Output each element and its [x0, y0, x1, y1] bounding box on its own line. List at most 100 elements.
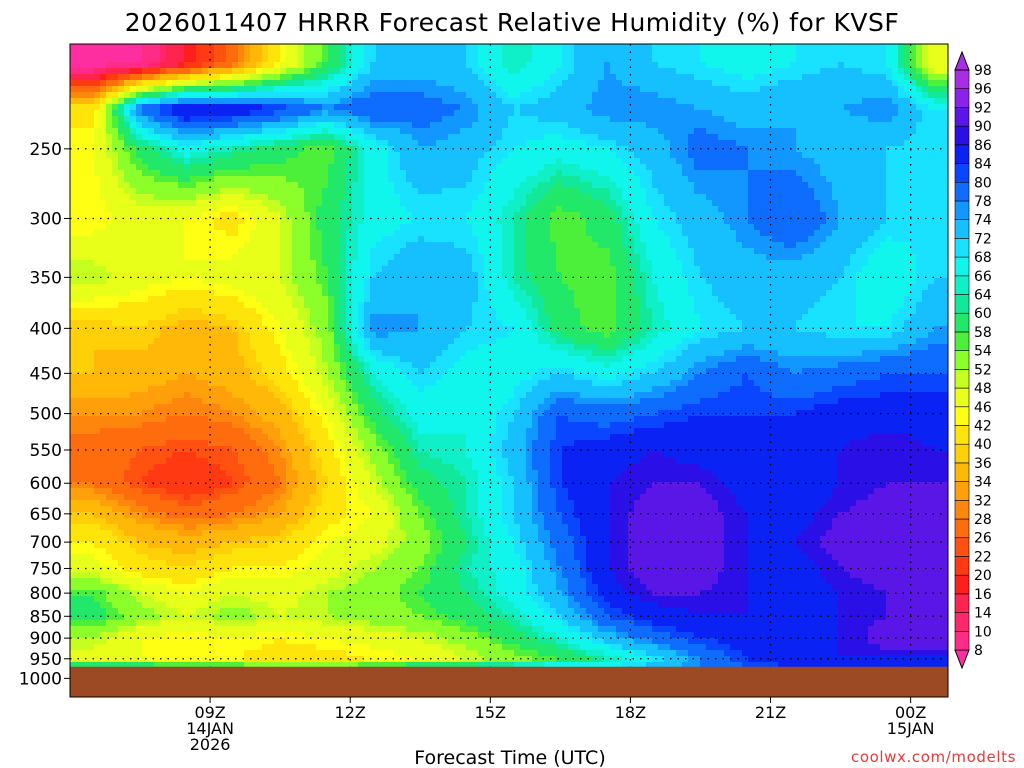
rh-cell [436, 212, 443, 219]
rh-cell [490, 98, 497, 105]
rh-cell [190, 68, 197, 75]
rh-cell [862, 152, 869, 159]
rh-cell [796, 206, 803, 213]
rh-cell [670, 230, 677, 237]
rh-cell [490, 182, 497, 189]
rh-cell [520, 122, 527, 129]
rh-cell [124, 116, 131, 123]
rh-cell [220, 98, 227, 105]
rh-cell [430, 134, 437, 141]
rh-cell [346, 110, 353, 117]
rh-cell [112, 110, 119, 117]
rh-cell [430, 128, 437, 135]
rh-cell [142, 170, 149, 177]
rh-cell [394, 128, 401, 135]
rh-cell [556, 170, 563, 177]
rh-cell [496, 152, 503, 159]
rh-cell [772, 188, 779, 195]
rh-cell [910, 128, 917, 135]
rh-cell [622, 212, 629, 219]
rh-cell [340, 164, 347, 171]
rh-cell [142, 158, 149, 165]
rh-cell [790, 56, 797, 63]
rh-cell [160, 128, 167, 135]
rh-cell [886, 56, 893, 63]
rh-cell [118, 236, 125, 243]
rh-cell [196, 212, 203, 219]
rh-cell [508, 116, 515, 123]
rh-cell [874, 110, 881, 117]
rh-cell [88, 74, 95, 81]
rh-cell [352, 236, 359, 243]
rh-cell [196, 164, 203, 171]
rh-cell [688, 98, 695, 105]
rh-cell [292, 194, 299, 201]
rh-cell [796, 176, 803, 183]
rh-cell [364, 176, 371, 183]
rh-cell [388, 56, 395, 63]
rh-cell [658, 170, 665, 177]
rh-cell [166, 242, 173, 249]
rh-cell [580, 194, 587, 201]
rh-cell [460, 62, 467, 69]
rh-cell [664, 74, 671, 81]
rh-cell [850, 86, 857, 93]
rh-cell [856, 164, 863, 171]
rh-cell [616, 170, 623, 177]
rh-cell [670, 218, 677, 225]
rh-cell [598, 110, 605, 117]
rh-cell [394, 92, 401, 99]
rh-cell [376, 128, 383, 135]
rh-cell [568, 80, 575, 87]
rh-cell [82, 224, 89, 231]
rh-cell [124, 152, 131, 159]
rh-cell [460, 182, 467, 189]
rh-cell [892, 206, 899, 213]
rh-cell [160, 218, 167, 225]
rh-cell [154, 194, 161, 201]
rh-cell [382, 194, 389, 201]
rh-cell [574, 194, 581, 201]
rh-cell [172, 86, 179, 93]
rh-cell [742, 56, 749, 63]
rh-cell [220, 182, 227, 189]
rh-cell [700, 98, 707, 105]
rh-cell [454, 116, 461, 123]
rh-cell [916, 134, 923, 141]
rh-cell [376, 176, 383, 183]
rh-cell [832, 236, 839, 243]
rh-cell [544, 62, 551, 69]
rh-cell [436, 218, 443, 225]
rh-cell [394, 212, 401, 219]
rh-cell [604, 242, 611, 249]
rh-cell [244, 56, 251, 63]
rh-cell [640, 236, 647, 243]
rh-cell [724, 74, 731, 81]
rh-cell [946, 68, 948, 75]
rh-cell [178, 194, 185, 201]
rh-cell [100, 56, 107, 63]
rh-cell [382, 68, 389, 75]
rh-cell [592, 224, 599, 231]
rh-cell [910, 80, 917, 87]
rh-cell [106, 182, 113, 189]
rh-cell [310, 224, 317, 231]
rh-cell [334, 212, 341, 219]
rh-cell [802, 212, 809, 219]
rh-cell [316, 50, 323, 57]
rh-cell [676, 200, 683, 207]
rh-cell [814, 170, 821, 177]
rh-cell [922, 68, 929, 75]
rh-cell [196, 68, 203, 75]
rh-cell [370, 230, 377, 237]
rh-cell [610, 200, 617, 207]
rh-cell [574, 44, 581, 51]
rh-cell [592, 236, 599, 243]
rh-cell [424, 86, 431, 93]
rh-cell [148, 188, 155, 195]
rh-cell [766, 80, 773, 87]
rh-cell [658, 200, 665, 207]
rh-cell [928, 80, 935, 87]
rh-cell [598, 152, 605, 159]
